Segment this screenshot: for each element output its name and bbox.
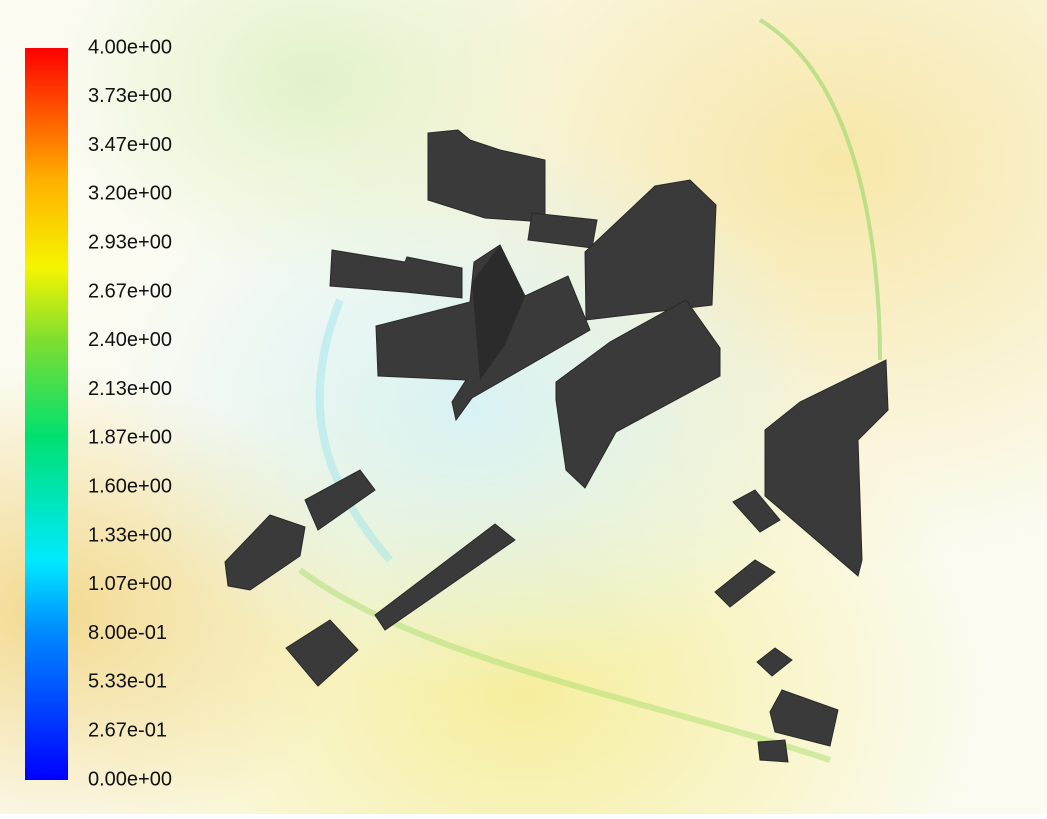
legend-label: 1.60e+00 [88,475,172,497]
building [758,740,788,762]
color-bar [25,48,68,780]
legend-label: 3.20e+00 [88,183,172,205]
legend-label: 4.00e+00 [88,36,172,58]
legend-label: 0.00e+00 [88,768,172,790]
legend-label: 5.33e-01 [88,671,167,693]
page: 4.00e+00 3.73e+00 3.47e+00 3.20e+00 2.93e+00… [0,0,1047,814]
legend-label: 2.13e+00 [88,378,172,400]
legend-label: 1.87e+00 [88,427,172,449]
legend-label: 2.67e+00 [88,280,172,302]
legend-label: 3.47e+00 [88,134,172,156]
legend-label: 2.40e+00 [88,329,172,351]
legend-label: 2.67e-01 [88,719,167,741]
legend-label: 3.73e+00 [88,85,172,107]
legend-label: 1.07e+00 [88,573,172,595]
legend-label: 1.33e+00 [88,524,172,546]
legend-label: 8.00e-01 [88,622,167,644]
legend-label: 2.93e+00 [88,231,172,253]
velocity-field-view: 4.00e+00 3.73e+00 3.47e+00 3.20e+00 2.93e+00… [0,0,1047,814]
